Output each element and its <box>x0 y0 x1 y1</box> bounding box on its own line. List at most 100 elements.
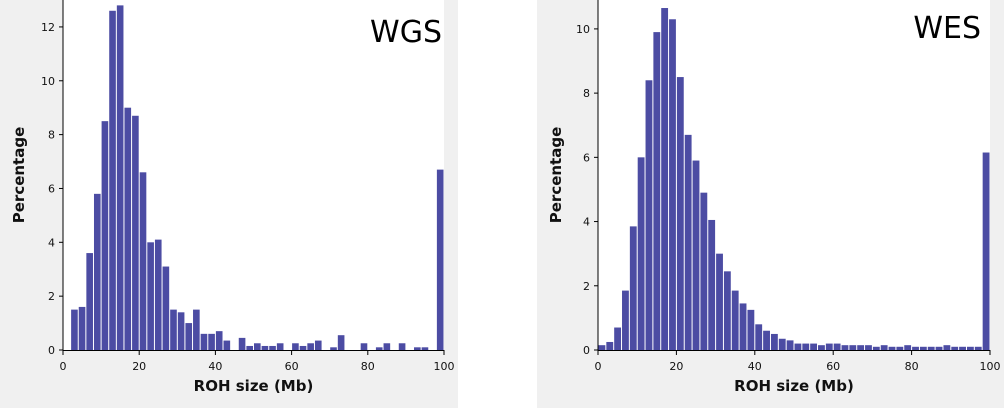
wes-x-axis-title: ROH size (Mb) <box>734 377 854 395</box>
wgs-bar <box>330 347 337 350</box>
wes-bar <box>770 333 778 350</box>
wes-bar <box>935 346 943 350</box>
wes-bar <box>755 324 763 350</box>
wes-panel: 0 2 4 6 8 10 0 20 40 60 80 100 ROH size (Mb) Percenta… <box>537 0 1004 408</box>
wgs-bar <box>292 343 299 350</box>
wgs-bar <box>307 343 314 350</box>
wgs-bar <box>360 343 368 350</box>
wgs-y-tick-label: 2 <box>48 290 55 303</box>
wgs-bar <box>375 347 383 350</box>
wes-bar <box>661 8 669 350</box>
wes-bar <box>614 327 622 350</box>
wes-y-tick-label: 8 <box>583 87 590 100</box>
wes-bar <box>888 346 896 350</box>
wgs-bar <box>337 335 345 350</box>
wgs-panel: 0 2 4 6 8 10 12 0 20 40 60 80 100 ROH size (Mb) Percen… <box>0 0 458 408</box>
wgs-bar <box>269 345 276 350</box>
wes-bar <box>692 160 700 350</box>
wgs-bar <box>215 331 223 350</box>
wgs-x-tick-label: 40 <box>208 360 222 373</box>
wes-bar <box>637 157 645 350</box>
wgs-bar <box>421 347 429 350</box>
wgs-bar <box>93 193 101 350</box>
wes-bar <box>645 80 653 350</box>
wes-bar <box>708 219 716 350</box>
wes-bar <box>896 346 904 350</box>
wes-bar <box>684 134 692 350</box>
wgs-y-tick-label: 12 <box>41 21 55 34</box>
wes-bar <box>825 343 833 350</box>
wgs-bar <box>71 309 78 350</box>
wgs-x-axis-title: ROH size (Mb) <box>194 377 314 395</box>
wgs-panel-label: WGS <box>370 15 442 50</box>
wgs-bar <box>254 343 261 350</box>
wes-bar <box>653 32 661 350</box>
wgs-x-tick-label: 80 <box>361 360 375 373</box>
wgs-y-tick-label: 4 <box>48 236 55 249</box>
wes-bar <box>747 309 755 350</box>
wes-y-tick-label: 6 <box>583 151 590 164</box>
wgs-bar <box>276 343 284 350</box>
wes-bar <box>778 338 786 350</box>
wgs-bar <box>185 323 193 350</box>
wgs-bar <box>78 306 86 350</box>
wes-bar <box>802 343 810 350</box>
wgs-x-tick-label: 0 <box>60 360 67 373</box>
wgs-y-axis-title: Percentage <box>10 127 28 224</box>
wes-y-tick-label: 2 <box>583 280 590 293</box>
wgs-bar <box>299 345 307 350</box>
wgs-bar <box>116 5 124 351</box>
wes-bar <box>833 343 841 350</box>
wgs-bar <box>177 312 185 350</box>
wes-bar <box>629 226 637 350</box>
wes-y-tick-label: 0 <box>583 344 590 357</box>
wgs-bar <box>200 333 208 350</box>
wes-bar <box>857 345 865 350</box>
wgs-y-tick-label: 8 <box>48 129 55 142</box>
wgs-bar <box>414 347 421 350</box>
wes-bar <box>982 152 990 350</box>
wes-bar <box>731 290 739 350</box>
wgs-bar <box>436 169 444 350</box>
wes-bar <box>841 345 849 350</box>
wgs-y-tick-label: 0 <box>48 344 55 357</box>
wes-bar <box>818 345 825 350</box>
wes-bar <box>716 253 723 350</box>
wes-bar <box>723 271 731 350</box>
wes-bar <box>700 192 708 350</box>
wgs-bar <box>398 343 406 350</box>
wes-bar <box>794 343 802 350</box>
wes-x-tick-label: 40 <box>748 360 762 373</box>
wgs-y-tick-label: 10 <box>41 75 55 88</box>
wes-bar <box>974 346 982 350</box>
wgs-bar <box>223 340 231 350</box>
wgs-bar <box>132 115 139 351</box>
wes-x-tick-label: 0 <box>595 360 602 373</box>
wgs-bar <box>139 172 147 350</box>
wes-bar <box>912 346 919 350</box>
wes-bar <box>927 346 935 350</box>
wes-bar <box>606 341 614 350</box>
wgs-bar <box>147 242 154 350</box>
wes-bar <box>676 77 684 351</box>
wes-bar <box>622 290 629 350</box>
wes-bar <box>943 345 951 350</box>
wgs-x-tick-label: 20 <box>132 360 146 373</box>
wes-bar <box>919 346 927 350</box>
wgs-bar <box>86 253 93 350</box>
wes-y-tick-label: 10 <box>576 23 590 36</box>
wes-y-axis-title: Percentage <box>547 127 565 224</box>
wes-y-tick-label: 4 <box>583 216 590 229</box>
wgs-bar <box>383 343 391 350</box>
wes-bar <box>598 345 606 350</box>
wes-bar <box>880 345 888 350</box>
wes-bar <box>763 330 770 350</box>
wes-x-tick-label: 80 <box>905 360 919 373</box>
wes-bar <box>904 345 912 350</box>
wes-x-tick-label: 60 <box>826 360 840 373</box>
wgs-y-tick-label: 6 <box>48 182 55 195</box>
wes-bar <box>872 346 880 350</box>
wgs-histogram: 0 2 4 6 8 10 12 0 20 40 60 80 100 ROH size (Mb) Percen… <box>10 0 455 395</box>
wes-bar <box>951 346 959 350</box>
